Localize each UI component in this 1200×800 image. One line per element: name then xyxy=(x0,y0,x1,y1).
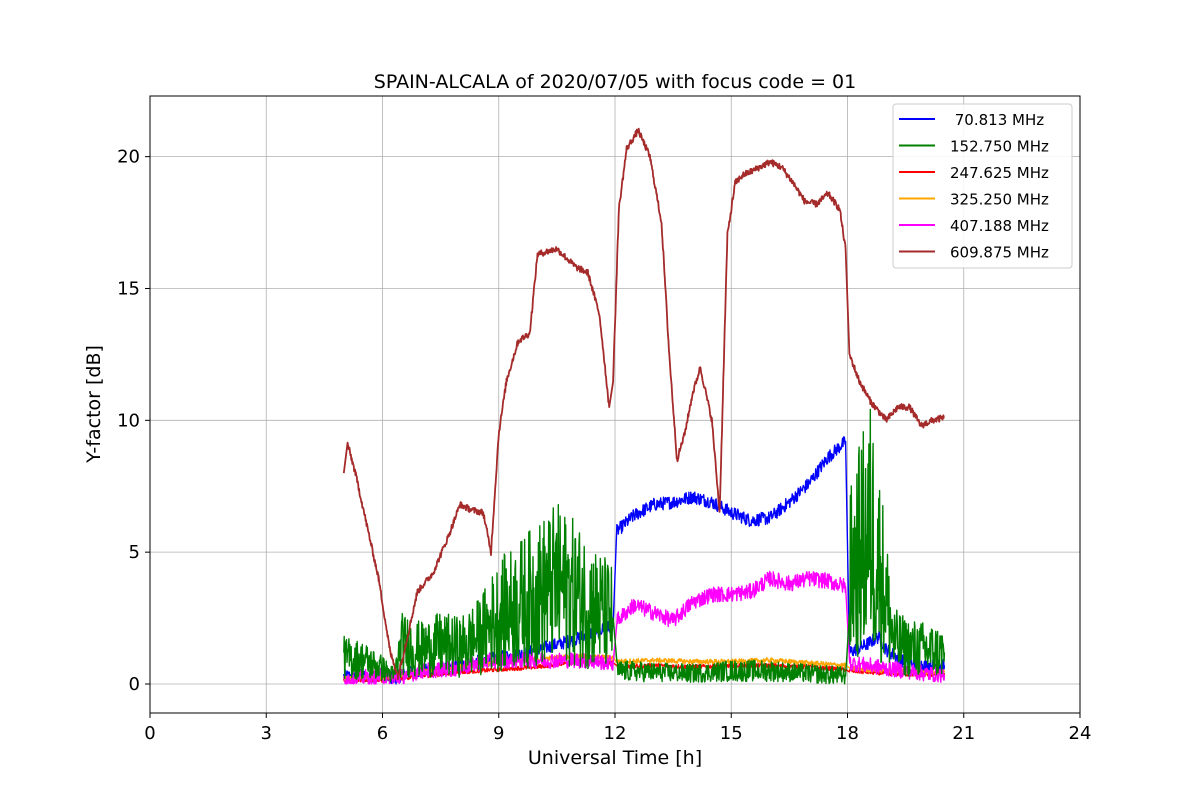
legend: 70.813 MHz 152.750 MHz 247.625 MHz 325.250 … xyxy=(892,103,1073,269)
chart-title: SPAIN-ALCALA of 2020/07/05 with focus co… xyxy=(374,71,856,93)
x-tick-label: 9 xyxy=(493,723,504,744)
x-axis-ticks: 0 3 6 9 12 15 18 21 24 xyxy=(144,713,1091,744)
legend-label: 325.250 MHz xyxy=(950,191,1049,209)
series-line xyxy=(342,127,945,681)
y-axis-ticks: 0 5 10 15 20 xyxy=(117,147,150,695)
x-axis-label: Universal Time [h] xyxy=(528,747,702,769)
legend-label: 609.875 MHz xyxy=(950,244,1049,262)
x-tick-label: 6 xyxy=(377,723,388,744)
x-tick-label: 21 xyxy=(952,723,975,744)
legend-label: 247.625 MHz xyxy=(950,164,1049,182)
legend-label: 152.750 MHz xyxy=(950,138,1049,156)
y-axis-label: Y-factor [dB] xyxy=(83,345,105,464)
x-tick-label: 24 xyxy=(1069,723,1092,744)
y-tick-label: 5 xyxy=(129,542,140,563)
x-tick-label: 12 xyxy=(604,723,627,744)
x-tick-label: 15 xyxy=(720,723,743,744)
y-tick-label: 20 xyxy=(117,147,140,168)
series-line xyxy=(343,408,946,685)
y-tick-label: 10 xyxy=(117,410,140,431)
legend-label: 70.813 MHz xyxy=(950,111,1044,129)
y-tick-label: 0 xyxy=(129,674,140,695)
x-tick-label: 18 xyxy=(836,723,859,744)
x-tick-label: 0 xyxy=(144,723,155,744)
legend-box xyxy=(892,103,1073,269)
x-tick-label: 3 xyxy=(261,723,272,744)
y-tick-label: 15 xyxy=(117,278,140,299)
plot-area xyxy=(342,127,946,685)
legend-label: 407.188 MHz xyxy=(950,217,1049,235)
series-layer xyxy=(342,127,946,685)
